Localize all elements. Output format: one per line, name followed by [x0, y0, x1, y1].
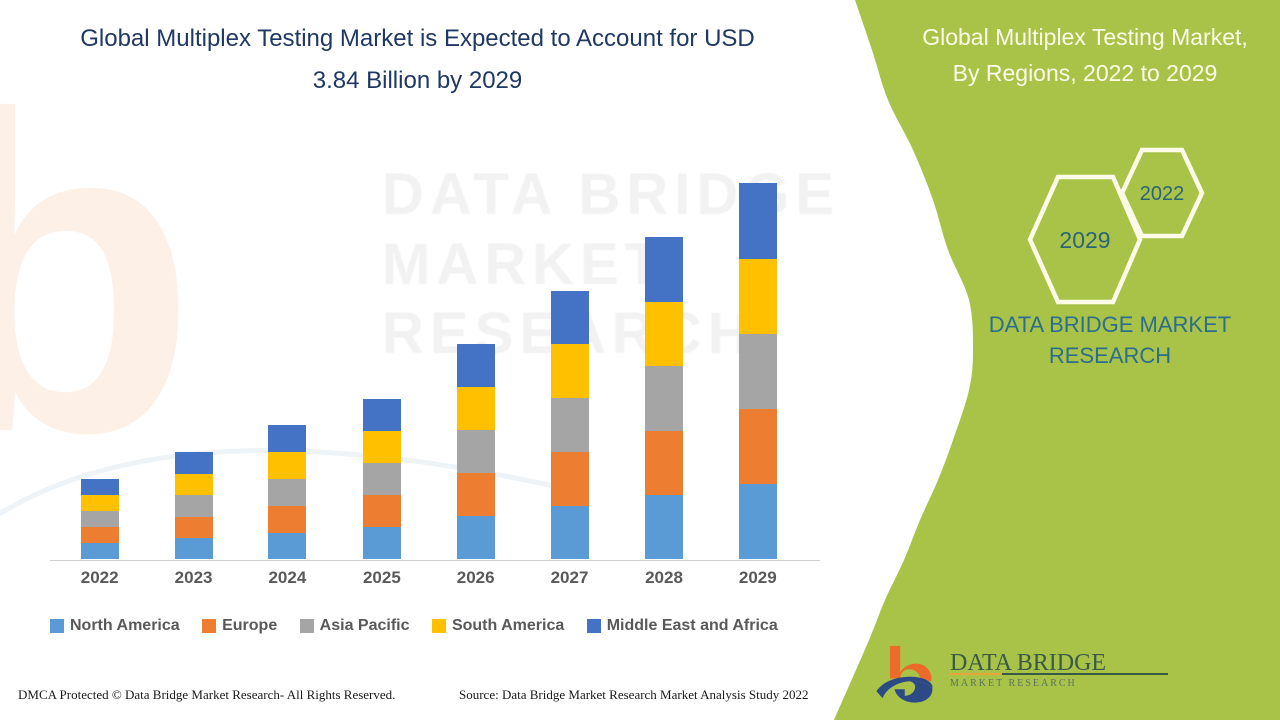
svg-text:2029: 2029 — [1059, 227, 1110, 253]
svg-text:2022: 2022 — [1140, 183, 1185, 205]
